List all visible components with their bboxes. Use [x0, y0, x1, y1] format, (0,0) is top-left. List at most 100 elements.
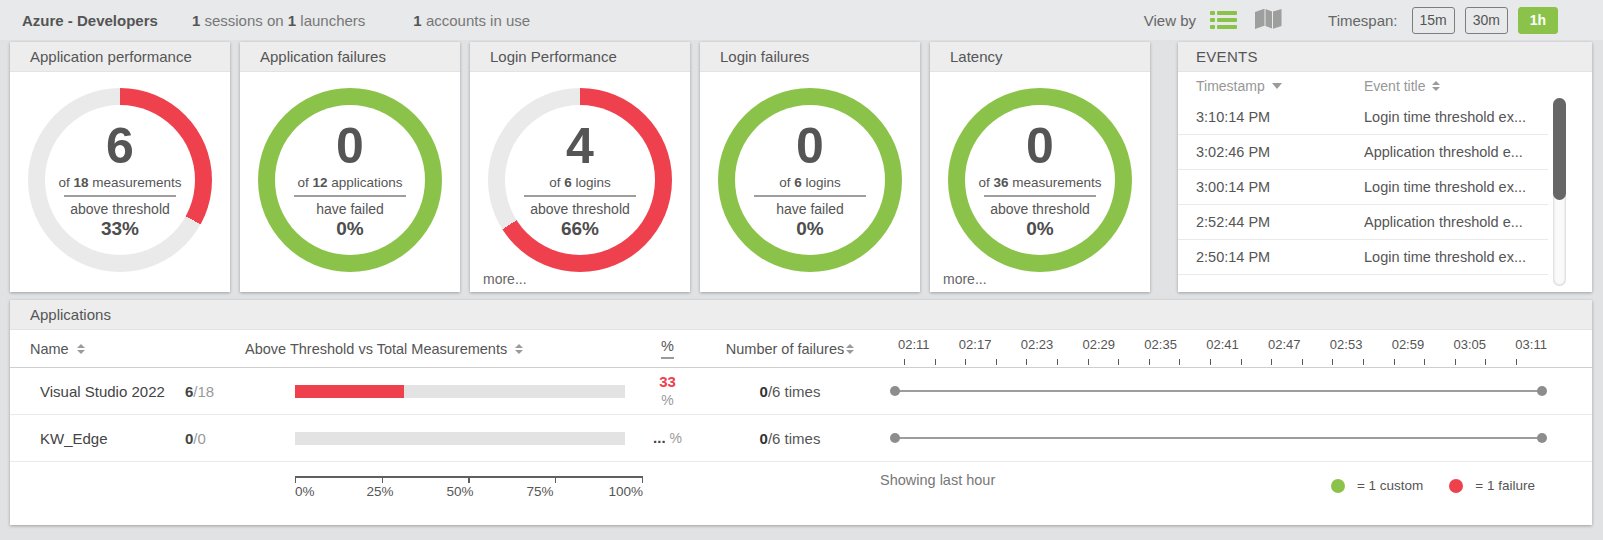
gauge-percent: 0% — [336, 218, 363, 240]
event-timeline — [895, 437, 1542, 439]
gauge-of-line: of 12 applications — [297, 175, 402, 190]
events-title: EVENTS — [1178, 42, 1592, 72]
gauge-status: have failed — [776, 201, 844, 217]
gauge-ring: 0 of 36 measurements above threshold 0% — [948, 88, 1132, 272]
card-application-performance: Application performance 6 of 18 measurem… — [10, 42, 230, 292]
gauge-divider — [524, 195, 636, 197]
sort-icon — [515, 344, 523, 354]
timeline-axis: 02:1102:1702:2302:2902:3502:4102:4702:53… — [890, 330, 1592, 367]
event-title-column-label: Event title — [1364, 78, 1425, 94]
gauge-divider — [294, 195, 406, 197]
event-title: Application threshold e... — [1364, 144, 1523, 160]
more-link[interactable]: more... — [483, 271, 527, 287]
timespan-30m-button[interactable]: 30m — [1465, 7, 1508, 34]
gauge-value: 0 — [336, 120, 364, 173]
timespan-1h-button[interactable]: 1h — [1518, 7, 1558, 34]
gauge-status: above threshold — [70, 201, 170, 217]
legend-label: = 1 failure — [1475, 478, 1535, 493]
events-column-headers: Timestamp Event title — [1178, 72, 1592, 100]
event-time: 2:50:14 PM — [1196, 249, 1364, 265]
gauge-percent: 66% — [561, 218, 599, 240]
gauge-ring: 0 of 6 logins have failed 0% — [718, 88, 902, 272]
failures-column-label: Number of failures — [726, 341, 844, 357]
gauge-percent: 0% — [1026, 218, 1053, 240]
application-row[interactable]: KW_Edge 0/0 ... % 0/6 times — [10, 415, 1592, 462]
accounts-stat: 1 accounts in use — [413, 12, 530, 29]
event-row[interactable]: 3:10:14 PM Login time threshold ex... — [1178, 100, 1548, 135]
gauge-of-line: of 18 measurements — [58, 175, 181, 190]
application-row[interactable]: Visual Studio 2022 6/18 33% 0/6 times — [10, 368, 1592, 415]
gauge-status: above threshold — [990, 201, 1090, 217]
percent-column-label: % — [661, 338, 674, 359]
gauge-status: above threshold — [530, 201, 630, 217]
gauge-of-line: of 6 logins — [549, 175, 611, 190]
gauge-value: 0 — [796, 120, 824, 173]
event-title: Login time threshold ex... — [1364, 249, 1526, 265]
timespan-15m-button[interactable]: 15m — [1412, 7, 1455, 34]
event-time: 3:00:14 PM — [1196, 179, 1364, 195]
accounts-count: 1 — [413, 12, 421, 29]
event-row[interactable]: 2:52:44 PM Application threshold e... — [1178, 205, 1548, 240]
event-row[interactable]: 3:00:14 PM Login time threshold ex... — [1178, 170, 1548, 205]
sort-icon — [77, 344, 85, 354]
percent-axis: 0%25%50%75%100% — [295, 476, 643, 499]
gauge-divider — [754, 195, 866, 197]
name-column-label: Name — [30, 341, 69, 357]
events-scrollbar-track[interactable] — [1553, 98, 1566, 286]
events-scrollbar-thumb[interactable] — [1553, 98, 1566, 200]
event-time: 3:02:46 PM — [1196, 144, 1364, 160]
card-title: Latency — [930, 42, 1150, 72]
sort-name-header[interactable]: Name — [10, 341, 185, 357]
map-view-icon[interactable] — [1255, 9, 1282, 31]
sort-desc-icon — [1272, 83, 1282, 89]
percent-cell: 33% — [659, 373, 676, 409]
showing-note: Showing last hour — [880, 472, 995, 488]
events-sort-timestamp[interactable]: Timestamp — [1196, 78, 1364, 94]
percent-cell: ... % — [653, 429, 682, 448]
gauge-content: 4 of 6 logins above threshold 66% — [505, 105, 655, 255]
events-sort-title[interactable]: Event title — [1364, 78, 1440, 94]
threshold-ratio: 0/0 — [185, 430, 285, 447]
gauge-value: 0 — [1026, 120, 1054, 173]
top-bar: Azure - Developers 1 sessions on 1 launc… — [0, 0, 1603, 40]
application-name: Visual Studio 2022 — [10, 383, 185, 400]
launchers-count: 1 — [288, 12, 296, 29]
sort-threshold-header[interactable]: Above Threshold vs Total Measurements — [185, 341, 645, 357]
timespan-label: Timespan: — [1328, 12, 1397, 29]
timestamp-column-label: Timestamp — [1196, 78, 1265, 94]
gauge-of-line: of 36 measurements — [978, 175, 1101, 190]
threshold-column-label: Above Threshold vs Total Measurements — [245, 341, 507, 357]
event-row[interactable]: 2:50:14 PM Login time threshold ex... — [1178, 240, 1548, 275]
custom-event-dot — [1331, 479, 1345, 493]
more-link[interactable]: more... — [943, 271, 987, 287]
gauge-divider — [64, 195, 176, 197]
view-by-label: View by — [1144, 12, 1196, 29]
list-view-icon[interactable] — [1210, 10, 1237, 31]
gauge-ring: 4 of 6 logins above threshold 66% — [488, 88, 672, 272]
applications-title: Applications — [10, 300, 1592, 330]
card-application-failures: Application failures 0 of 12 application… — [240, 42, 460, 292]
threshold-bar-track — [295, 385, 625, 398]
card-latency: Latency 0 of 36 measurements above thres… — [930, 42, 1150, 292]
applications-column-headers: Name Above Threshold vs Total Measuremen… — [10, 330, 1592, 368]
sort-failures-header[interactable]: Number of failures — [726, 341, 854, 357]
timeline-legend: = 1 custom = 1 failure — [1331, 478, 1535, 493]
failures-cell: 0/6 times — [760, 430, 821, 447]
application-name: KW_Edge — [10, 430, 185, 447]
legend-label: = 1 custom — [1357, 478, 1423, 493]
dashboard: Azure - Developers 1 sessions on 1 launc… — [0, 0, 1603, 540]
card-title: Application performance — [10, 42, 230, 72]
sort-icon — [846, 344, 854, 354]
failure-event-dot — [1449, 479, 1463, 493]
card-login-failures: Login failures 0 of 6 logins have failed… — [700, 42, 920, 292]
gauge-of-line: of 6 logins — [779, 175, 841, 190]
topbar-controls: View by Timespan: 15m 30m 1h — [1144, 7, 1558, 34]
card-title: Login Performance — [470, 42, 690, 72]
launchers-label: launchers — [300, 12, 365, 29]
events-panel: EVENTS Timestamp Event title 3:10:14 PM … — [1178, 42, 1592, 292]
gauge-content: 0 of 36 measurements above threshold 0% — [965, 105, 1115, 255]
event-row[interactable]: 3:02:46 PM Application threshold e... — [1178, 135, 1548, 170]
threshold-bar-track — [295, 432, 625, 445]
event-time: 3:10:14 PM — [1196, 109, 1364, 125]
gauge-content: 6 of 18 measurements above threshold 33% — [45, 105, 195, 255]
